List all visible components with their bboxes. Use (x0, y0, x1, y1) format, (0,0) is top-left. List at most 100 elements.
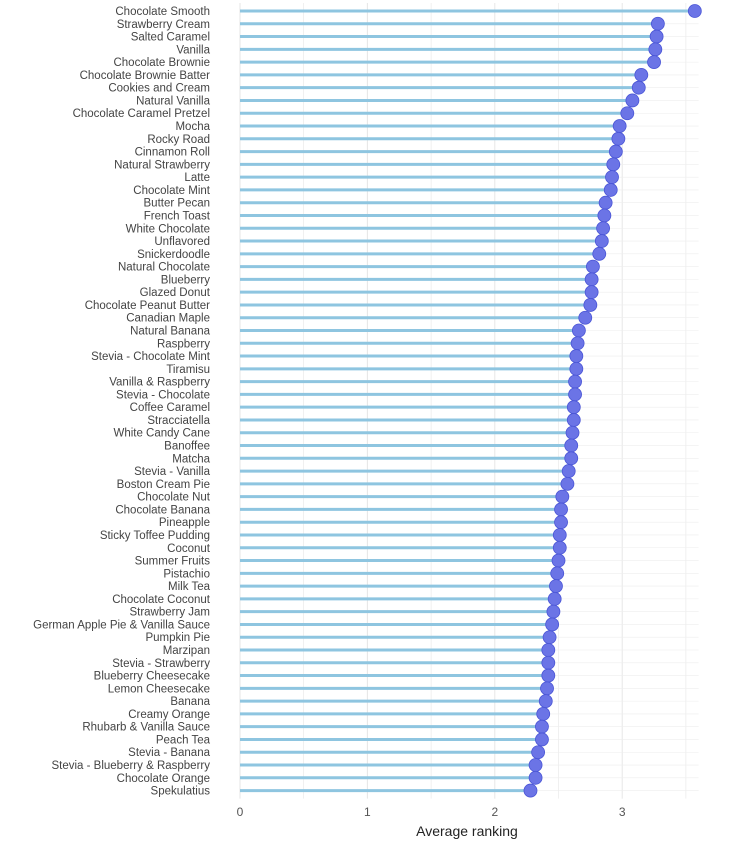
dots (523, 4, 702, 798)
category-label: Vanilla & Raspberry (109, 377, 210, 389)
category-label: Rocky Road (147, 134, 210, 146)
category-label: Strawberry Cream (117, 19, 210, 31)
lollipop-dot (687, 4, 702, 18)
lollipop-dot (634, 68, 649, 82)
x-tick-label: 3 (619, 805, 626, 819)
lollipop-dot (647, 55, 661, 70)
lollipop-dot (555, 489, 570, 504)
lollipop-dot (569, 349, 584, 363)
x-axis-title: Average ranking (416, 823, 518, 839)
category-label: Chocolate Orange (117, 773, 210, 785)
category-label: Natural Chocolate (118, 262, 210, 274)
category-label: Natural Banana (130, 326, 211, 338)
category-label: Canadian Maple (126, 313, 210, 325)
lollipop-dot (648, 42, 663, 57)
category-label: Boston Cream Pie (117, 479, 210, 491)
category-label: Raspberry (157, 338, 210, 350)
category-label: Cinnamon Roll (135, 147, 210, 159)
lollipop-dot (560, 476, 575, 491)
category-label: Stevia - Banana (128, 747, 210, 759)
lollipop-dot (541, 655, 556, 670)
lollipop-dot (564, 451, 579, 466)
category-label: Stevia - Strawberry (112, 658, 210, 670)
lollipop-dot (550, 566, 565, 581)
category-label: Vanilla (176, 44, 210, 56)
category-label: Stevia - Blueberry & Raspberry (51, 760, 210, 772)
lollipop-dot (552, 540, 567, 555)
category-label: Stevia - Vanilla (134, 466, 210, 478)
lollipop-dot (546, 604, 561, 619)
category-label: Latte (184, 172, 210, 184)
category-label: Butter Pecan (144, 198, 210, 210)
lollipop-dot (523, 783, 538, 798)
category-label: Salted Caramel (131, 32, 210, 44)
lollipop-dot (612, 119, 627, 133)
category-label: French Toast (144, 210, 211, 222)
category-label: Chocolate Peanut Butter (85, 300, 210, 312)
category-label: Strawberry Jam (129, 607, 210, 619)
x-tick-label: 2 (491, 805, 498, 819)
lollipop-dot (566, 400, 581, 415)
lollipop-dot (549, 579, 563, 593)
category-label: Stracciatella (147, 415, 210, 427)
lollipop-dot (540, 681, 554, 696)
lollipop-dot (584, 285, 599, 300)
lollipop-dot (605, 170, 619, 185)
lollipop-dot (583, 298, 598, 312)
category-label: Matcha (172, 453, 210, 465)
category-label: White Chocolate (126, 223, 210, 235)
lollipop-dot (568, 387, 582, 402)
lollipop-dot (545, 617, 560, 632)
category-label: Mocha (175, 121, 210, 133)
category-label: Coffee Caramel (130, 402, 210, 414)
category-label: Tiramisu (166, 364, 210, 376)
category-label: German Apple Pie & Vanilla Sauce (33, 619, 210, 631)
category-label: Rhubarb & Vanilla Sauce (82, 722, 210, 734)
lollipop-dot (554, 515, 568, 530)
lollipop-dot (625, 93, 640, 108)
lollipop-dot (531, 745, 546, 760)
x-tick-label: 0 (237, 805, 244, 819)
lollipop-dot (592, 246, 607, 261)
lollipop-dot (535, 719, 549, 734)
lollipop-dot (603, 183, 618, 197)
category-label: Unflavored (154, 236, 210, 248)
lollipop-dot (611, 131, 626, 146)
x-tick-labels: 0 1 2 3 (237, 805, 626, 819)
lollipop-dot (565, 425, 580, 440)
category-label: Spekulatius (151, 786, 211, 798)
lollipop-dot (552, 528, 567, 542)
category-label: Glazed Donut (140, 287, 211, 299)
lollipop-dot (554, 502, 568, 517)
category-label: Chocolate Smooth (115, 6, 210, 18)
category-label: Sticky Toffee Pudding (100, 530, 210, 542)
category-label: Marzipan (163, 645, 210, 657)
category-label: Stevia - Chocolate (116, 389, 210, 401)
category-label: Banoffee (164, 441, 210, 453)
category-label: Blueberry Cheesecake (94, 671, 210, 683)
lollipop-dot (608, 144, 623, 159)
category-label: Pistachio (163, 568, 210, 580)
category-label: Chocolate Nut (137, 492, 211, 504)
category-label: Stevia - Chocolate Mint (91, 351, 211, 363)
lollipop-dot (585, 259, 600, 274)
lollipop-dot (649, 29, 664, 44)
category-label: Chocolate Brownie (113, 57, 210, 69)
category-label: Chocolate Caramel Pretzel (73, 108, 210, 120)
category-label: Pineapple (159, 517, 210, 529)
category-label: Peach Tea (156, 734, 211, 746)
lollipop-dot (597, 208, 612, 223)
lollipop-dot (541, 643, 556, 657)
lollipop-dot (528, 770, 543, 785)
category-label: Chocolate Mint (133, 185, 211, 197)
category-label: Natural Vanilla (136, 95, 211, 107)
category-label: White Candy Cane (113, 428, 210, 440)
lollipop-dot (598, 195, 613, 210)
lollipop-dot (551, 553, 566, 568)
lollipop-dot (535, 732, 549, 747)
lollipop-dot (566, 413, 581, 427)
lollipop-dot (542, 630, 557, 645)
lollipop-dot (547, 591, 562, 606)
